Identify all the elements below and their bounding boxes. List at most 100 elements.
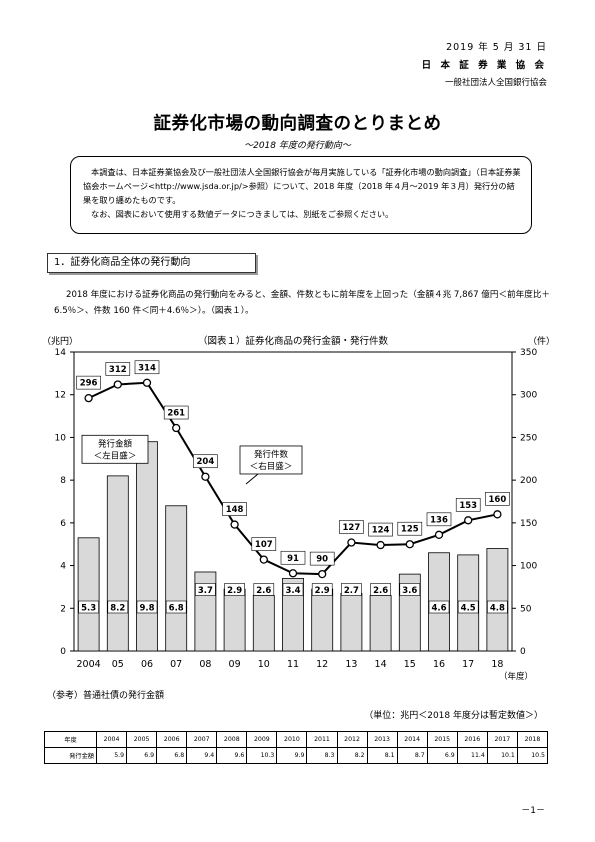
table-value-cell: 8.7 bbox=[396, 747, 428, 764]
y-left-tick-label: 0 bbox=[60, 647, 66, 657]
bar-value-label: 4.6 bbox=[431, 604, 446, 614]
y-right-tick-label: 50 bbox=[520, 604, 532, 614]
line-value-box bbox=[222, 502, 247, 516]
y-left-tick-label: 14 bbox=[55, 348, 67, 358]
annotation-bar-line2: ＜左目盛＞ bbox=[94, 450, 137, 461]
line-value-label: 148 bbox=[226, 505, 244, 515]
y-right-tick-label: 0 bbox=[520, 647, 526, 657]
x-tick-label: 17 bbox=[462, 659, 474, 670]
bar-value-label: 2.6 bbox=[256, 586, 271, 596]
line-value-label: 261 bbox=[167, 409, 185, 419]
bar bbox=[165, 505, 188, 652]
line-value-label: 91 bbox=[287, 554, 299, 564]
bar-value-box bbox=[399, 583, 421, 596]
table-value-cell: 8.2 bbox=[336, 747, 368, 764]
x-tick-label: 2004 bbox=[77, 659, 101, 670]
line-value-box bbox=[280, 550, 306, 565]
bar-value-label: 2.9 bbox=[227, 586, 242, 596]
line-value-box bbox=[134, 360, 160, 375]
line-point bbox=[259, 555, 268, 564]
bar-value-box bbox=[282, 583, 304, 596]
line-point bbox=[405, 540, 414, 549]
line-value-label: 90 bbox=[316, 555, 328, 565]
table-year-cell: 2016 bbox=[456, 731, 488, 748]
line-point bbox=[142, 378, 152, 387]
bar bbox=[369, 595, 392, 652]
table-year-cell: 2008 bbox=[216, 731, 248, 748]
page-number: －1－ bbox=[521, 806, 545, 816]
bar-value-box bbox=[195, 583, 216, 596]
line-point bbox=[201, 472, 210, 481]
line-value-box bbox=[163, 405, 189, 420]
line-point bbox=[318, 569, 327, 579]
table-value-cell: 11.4 bbox=[456, 747, 488, 764]
table-row-header: 年度 bbox=[44, 731, 97, 748]
bar-value-box bbox=[370, 583, 391, 596]
bar-value-label: 3.4 bbox=[285, 586, 300, 596]
org-name-jsda: 日 本 証 券 業 協 会 bbox=[421, 60, 547, 71]
line-point bbox=[464, 516, 473, 525]
bar bbox=[223, 588, 246, 652]
y-right-tick-label: 200 bbox=[520, 476, 537, 486]
table-year-cell: 2005 bbox=[126, 731, 158, 748]
line-value-label: 312 bbox=[109, 365, 127, 375]
y-right-tick-label: 350 bbox=[520, 348, 537, 358]
bar-value-label: 3.7 bbox=[198, 586, 213, 596]
line-value-label: 153 bbox=[459, 501, 477, 511]
table-year-cell: 2012 bbox=[336, 731, 368, 748]
line-value-box bbox=[339, 520, 364, 534]
y-left-tick-label: 4 bbox=[60, 562, 66, 572]
annotation-arrow bbox=[245, 473, 259, 485]
table-value-cell: 6.9 bbox=[126, 747, 158, 764]
table-value-cell: 5.9 bbox=[95, 747, 128, 764]
y-left-tick-label: 8 bbox=[60, 476, 66, 486]
bar-value-box bbox=[136, 600, 158, 614]
table-value-cell: 10.3 bbox=[246, 747, 278, 764]
bar-value-label: 4.5 bbox=[461, 604, 476, 614]
line-point bbox=[376, 540, 385, 550]
y-right-tick-label: 100 bbox=[520, 562, 537, 572]
table-year-cell: 2013 bbox=[366, 731, 398, 748]
bar bbox=[340, 592, 363, 652]
bar bbox=[136, 441, 158, 652]
document-subtitle: ～2018 年度の発行動向～ bbox=[244, 141, 351, 151]
line-value-label: 204 bbox=[197, 457, 215, 467]
table-value-cell: 10.5 bbox=[516, 747, 549, 764]
table-year-cell: 2018 bbox=[516, 731, 549, 748]
x-tick-label: 07 bbox=[170, 659, 182, 670]
annotation-line-box bbox=[239, 445, 303, 475]
x-tick-label: 11 bbox=[287, 659, 299, 670]
bar-value-box bbox=[311, 583, 333, 596]
table-year-cell: 2014 bbox=[396, 731, 428, 748]
bar-value-box bbox=[457, 600, 479, 614]
line-value-box bbox=[193, 454, 218, 469]
x-tick-label: 12 bbox=[316, 659, 328, 670]
line-value-box bbox=[485, 492, 510, 506]
x-tick-label: 14 bbox=[375, 659, 387, 670]
line-value-box bbox=[397, 521, 423, 536]
bar-value-label: 2.7 bbox=[344, 586, 359, 596]
line-value-label: 160 bbox=[489, 495, 507, 505]
section-paragraph: 2018 年度における証券化商品の発行動向をみると、金額、件数ともに前年度を上回… bbox=[54, 290, 551, 316]
line-value-box bbox=[455, 497, 481, 512]
bar-value-label: 2.9 bbox=[315, 586, 330, 596]
y-right-tick-label: 250 bbox=[520, 433, 537, 443]
line-value-box bbox=[105, 362, 131, 376]
x-tick-label: 15 bbox=[404, 659, 416, 670]
annotation-line-line2: ＜右目盛＞ bbox=[250, 461, 293, 472]
y-right-tick-label: 300 bbox=[520, 391, 537, 401]
notice-text-1: 本調査は、日本証券業協会及び一般社団法人全国銀行協会が毎月実施している「証券化市… bbox=[83, 167, 521, 205]
x-tick-label: 16 bbox=[433, 659, 445, 670]
table-year-cell: 2011 bbox=[306, 731, 338, 748]
bar bbox=[486, 548, 509, 652]
bar-value-box bbox=[428, 600, 450, 614]
y-left-tick-label: 12 bbox=[55, 391, 66, 401]
bar-value-label: 6.8 bbox=[169, 604, 184, 614]
corporate-bond-table: 年度 2004 2005 2006 2007 2008 2009 2010 2011 2012 2… bbox=[44, 731, 549, 764]
table-value-cell: 9.9 bbox=[276, 747, 308, 764]
line-value-label: 125 bbox=[401, 525, 419, 535]
bar bbox=[106, 475, 129, 652]
line-value-label: 136 bbox=[430, 515, 448, 525]
y-left-tick-label: 10 bbox=[55, 433, 67, 443]
